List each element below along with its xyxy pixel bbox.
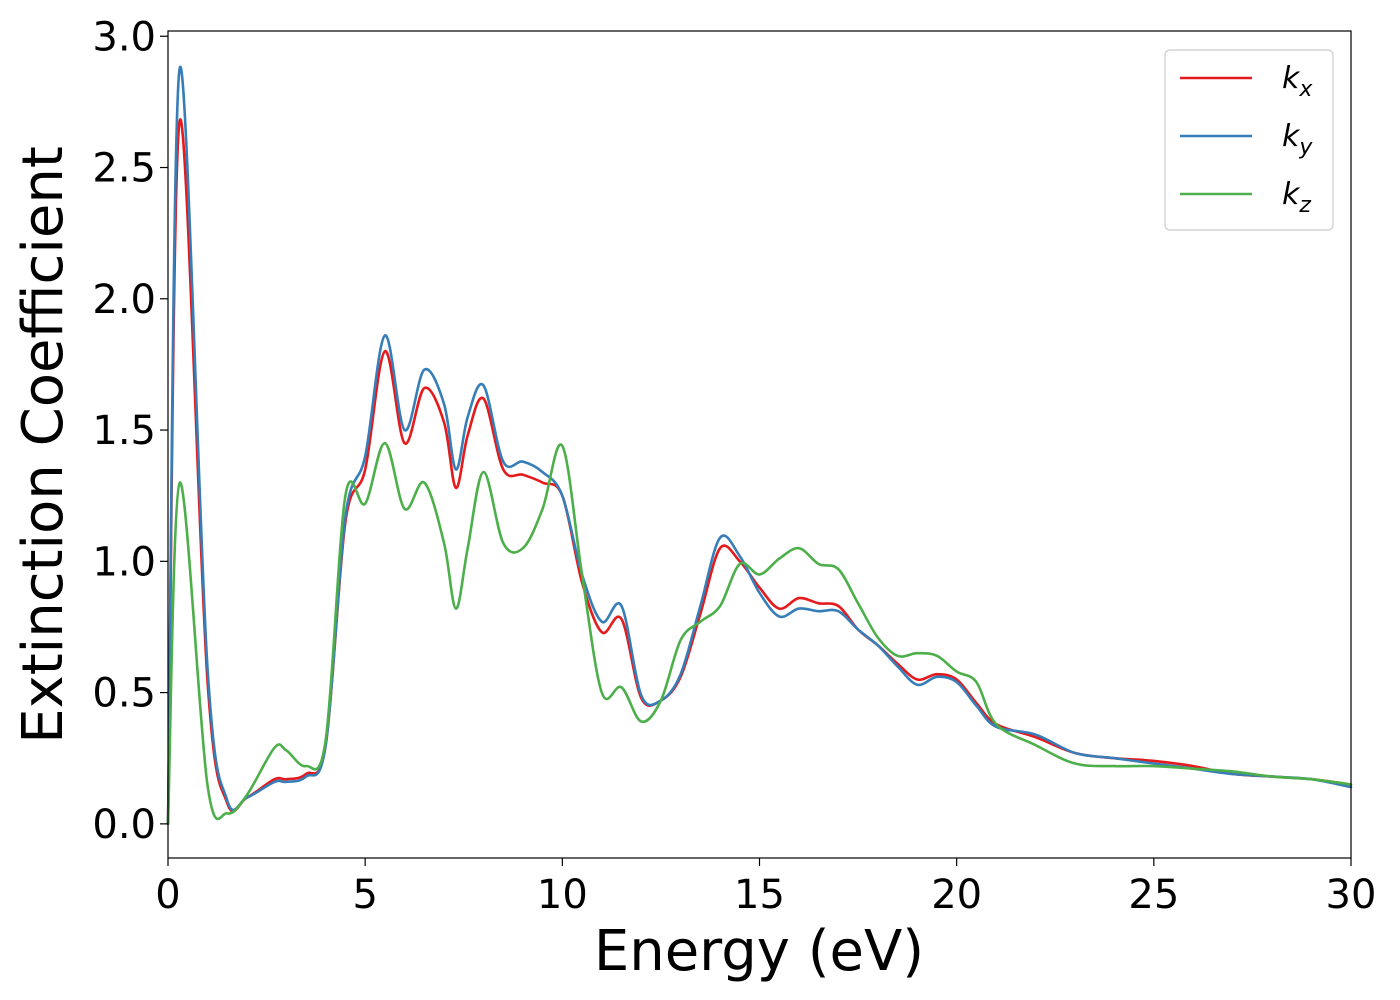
x-axis-title: Energy (eV) (594, 919, 924, 984)
legend-label-base: k (1282, 61, 1301, 96)
x-tick-label: 10 (537, 872, 588, 918)
legend-label-subscript: z (1298, 193, 1311, 218)
y-tick-label: 2.0 (92, 277, 156, 323)
legend-label-subscript: x (1298, 77, 1313, 102)
series-line-kx (166, 118, 1353, 826)
x-axis: 0 5 10 15 20 25 30 (155, 858, 1376, 918)
series-layer (166, 65, 1353, 826)
y-axis-title: Extinction Coefficient (11, 146, 76, 744)
plot-area (168, 31, 1351, 858)
x-tick-label: 0 (155, 872, 180, 918)
y-tick-label: 1.0 (92, 539, 156, 585)
y-axis: 0.0 0.5 1.0 1.5 2.0 2.5 3.0 (92, 14, 168, 848)
x-tick-label: 20 (931, 872, 982, 918)
legend-label-kx: kx (1282, 61, 1313, 102)
y-tick-label: 1.5 (92, 408, 156, 454)
y-tick-label: 0.5 (92, 671, 156, 717)
legend-label-kz: kz (1282, 177, 1311, 218)
x-tick-label: 25 (1128, 872, 1179, 918)
y-tick-label: 2.5 (92, 146, 156, 192)
legend-label-base: k (1282, 177, 1301, 212)
legend-label-subscript: y (1298, 135, 1313, 160)
legend-label-base: k (1282, 119, 1301, 154)
x-tick-label: 15 (734, 872, 785, 918)
series-line-kz (166, 441, 1353, 826)
x-tick-label: 30 (1326, 872, 1377, 918)
x-tick-label: 5 (352, 872, 377, 918)
legend-label-ky: ky (1282, 119, 1313, 160)
legend-box (1164, 49, 1334, 231)
y-tick-label: 3.0 (92, 14, 156, 60)
series-line-ky (166, 65, 1353, 826)
y-tick-label: 0.0 (92, 802, 156, 848)
